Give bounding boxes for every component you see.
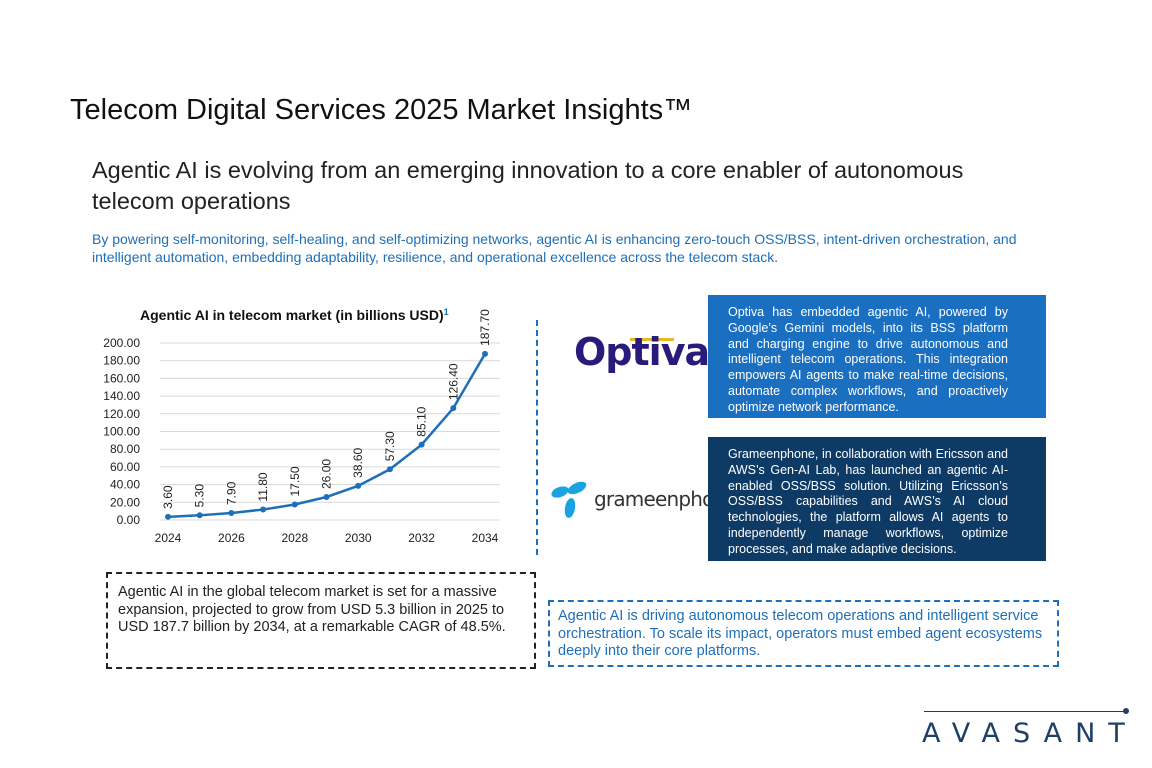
optiva-logo: Optiva bbox=[574, 330, 710, 374]
data-point bbox=[450, 405, 457, 412]
data-point bbox=[196, 512, 203, 519]
grameenphone-card: Grameenphone, in collaboration with Eric… bbox=[708, 437, 1046, 561]
y-tick-label: 20.00 bbox=[110, 495, 140, 509]
data-label: 5.30 bbox=[193, 484, 207, 508]
data-label: 3.60 bbox=[161, 485, 175, 509]
y-tick-label: 100.00 bbox=[103, 425, 140, 439]
y-tick-label: 140.00 bbox=[103, 389, 140, 403]
data-label: 57.30 bbox=[383, 431, 397, 461]
page-title: Telecom Digital Services 2025 Market Ins… bbox=[70, 94, 693, 126]
data-label: 11.80 bbox=[256, 472, 270, 501]
description: By powering self-monitoring, self-healin… bbox=[92, 231, 1017, 265]
data-label: 38.60 bbox=[351, 447, 365, 477]
y-tick-label: 160.00 bbox=[103, 371, 140, 385]
data-point bbox=[291, 501, 298, 508]
data-point bbox=[165, 513, 171, 520]
data-point bbox=[418, 441, 425, 448]
data-point bbox=[228, 510, 235, 517]
optiva-logo-accent bbox=[630, 338, 674, 341]
x-tick-label: 2030 bbox=[345, 531, 372, 545]
market-callout: Agentic AI in the global telecom market … bbox=[106, 572, 536, 669]
x-tick-label: 2032 bbox=[408, 531, 435, 545]
data-point bbox=[355, 482, 362, 489]
data-label: 26.00 bbox=[320, 459, 334, 489]
y-tick-label: 120.00 bbox=[103, 407, 140, 421]
y-tick-label: 180.00 bbox=[103, 354, 140, 368]
telenor-propeller-icon bbox=[551, 481, 587, 518]
insight-callout: Agentic AI is driving autonomous telecom… bbox=[548, 600, 1059, 667]
y-tick-label: 200.00 bbox=[103, 336, 140, 350]
data-label: 85.10 bbox=[415, 406, 429, 436]
market-line-chart: Agentic AI in telecom market (in billion… bbox=[103, 307, 500, 545]
y-tick-label: 0.00 bbox=[117, 513, 141, 527]
data-label: 7.90 bbox=[224, 481, 238, 505]
data-point bbox=[482, 350, 488, 357]
data-point bbox=[386, 466, 393, 473]
y-tick-label: 40.00 bbox=[110, 478, 140, 492]
brand-line bbox=[924, 711, 1124, 712]
optiva-card: Optiva has embedded agentic AI, powered … bbox=[708, 295, 1046, 418]
data-label: 187.70 bbox=[478, 309, 492, 346]
y-tick-label: 60.00 bbox=[110, 460, 140, 474]
x-tick-label: 2026 bbox=[218, 531, 245, 545]
section-divider bbox=[536, 320, 538, 555]
x-tick-label: 2024 bbox=[155, 531, 182, 545]
subtitle: Agentic AI is evolving from an emerging … bbox=[92, 157, 964, 214]
x-tick-label: 2034 bbox=[472, 531, 499, 545]
x-tick-label: 2028 bbox=[281, 531, 308, 545]
chart-title: Agentic AI in telecom market (in billion… bbox=[140, 307, 449, 323]
avasant-logo: AVASANT bbox=[922, 718, 1138, 749]
brand-dot bbox=[1123, 708, 1129, 714]
data-label: 17.50 bbox=[288, 466, 302, 496]
data-point bbox=[260, 506, 267, 513]
y-tick-label: 80.00 bbox=[110, 442, 140, 456]
data-point bbox=[323, 493, 330, 500]
data-label: 126.40 bbox=[446, 363, 460, 400]
